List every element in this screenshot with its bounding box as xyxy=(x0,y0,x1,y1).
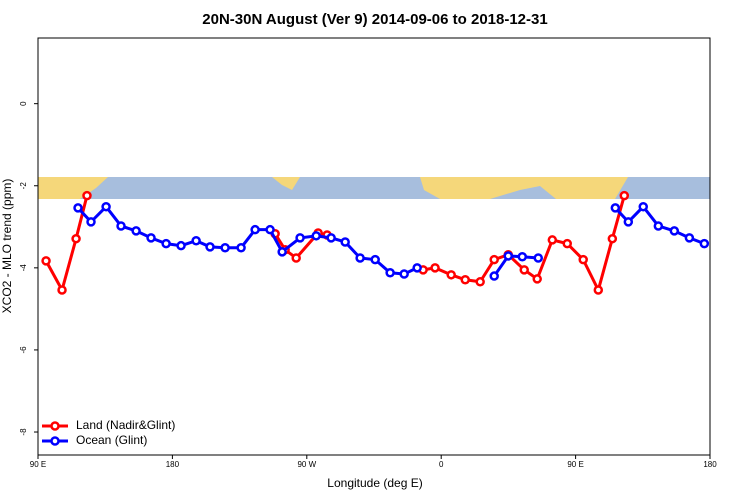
x-tick-label: 0 xyxy=(439,460,444,469)
point xyxy=(57,285,67,295)
point xyxy=(311,231,321,241)
point xyxy=(638,201,648,212)
point xyxy=(619,190,630,201)
land-shape xyxy=(272,177,300,190)
point xyxy=(340,237,350,247)
point xyxy=(161,238,171,249)
point xyxy=(653,221,664,231)
point xyxy=(355,253,365,263)
point xyxy=(176,240,186,251)
point xyxy=(265,224,275,235)
point xyxy=(86,217,96,227)
y-tick-label: -2 xyxy=(19,182,28,190)
x-tick-label: 180 xyxy=(166,460,180,469)
point xyxy=(101,201,111,212)
y-tick-label: -4 xyxy=(19,264,28,272)
point xyxy=(503,251,514,261)
y-axis-label: XCO2 - MLO trend (ppm) xyxy=(0,179,14,314)
x-tick-label: 90 E xyxy=(30,460,46,469)
y-tick-label: -6 xyxy=(19,346,28,354)
point xyxy=(291,253,301,263)
point xyxy=(533,253,544,263)
point xyxy=(699,238,710,249)
point xyxy=(73,203,83,213)
point xyxy=(71,233,81,244)
point xyxy=(295,233,305,243)
point xyxy=(475,277,485,287)
point xyxy=(684,233,695,243)
point xyxy=(593,285,604,295)
map-strip xyxy=(38,177,710,199)
legend-label: Land (Nadir&Glint) xyxy=(76,418,175,432)
point xyxy=(446,270,456,280)
x-tick-label: 90 E xyxy=(567,460,583,469)
legend-marker xyxy=(50,436,60,446)
point xyxy=(326,233,336,243)
point xyxy=(191,236,201,246)
y-tick-label: 0 xyxy=(19,101,28,106)
point xyxy=(489,271,499,281)
point xyxy=(562,238,572,249)
point xyxy=(607,233,618,244)
point xyxy=(578,254,588,265)
point xyxy=(205,242,215,252)
point xyxy=(532,274,542,284)
point xyxy=(146,233,156,243)
point xyxy=(399,269,409,279)
chart-title: 20N-30N August (Ver 9) 2014-09-06 to 201… xyxy=(202,11,547,28)
point xyxy=(519,265,529,275)
point xyxy=(370,254,380,265)
point xyxy=(236,242,246,253)
point xyxy=(669,226,680,236)
point xyxy=(82,190,92,201)
point xyxy=(385,268,395,278)
land-shape xyxy=(38,177,108,199)
point xyxy=(116,221,126,231)
x-tick-label: 90 W xyxy=(297,460,316,469)
point xyxy=(131,226,141,236)
point xyxy=(220,242,230,253)
legend-label: Ocean (Glint) xyxy=(76,433,147,447)
point xyxy=(489,254,499,265)
point xyxy=(412,263,422,273)
plot-frame xyxy=(37,37,711,456)
point xyxy=(277,247,287,257)
point xyxy=(547,235,558,245)
point xyxy=(610,203,621,213)
x-axis-label: Longitude (deg E) xyxy=(327,476,422,490)
point xyxy=(250,224,260,235)
x-tick-label: 180 xyxy=(703,460,717,469)
land-shape xyxy=(420,177,628,199)
legend-marker xyxy=(50,421,60,431)
point xyxy=(623,217,634,227)
point xyxy=(430,263,440,273)
point xyxy=(517,252,528,262)
point xyxy=(41,256,51,266)
y-tick-label: -8 xyxy=(19,428,28,436)
point xyxy=(460,274,470,285)
